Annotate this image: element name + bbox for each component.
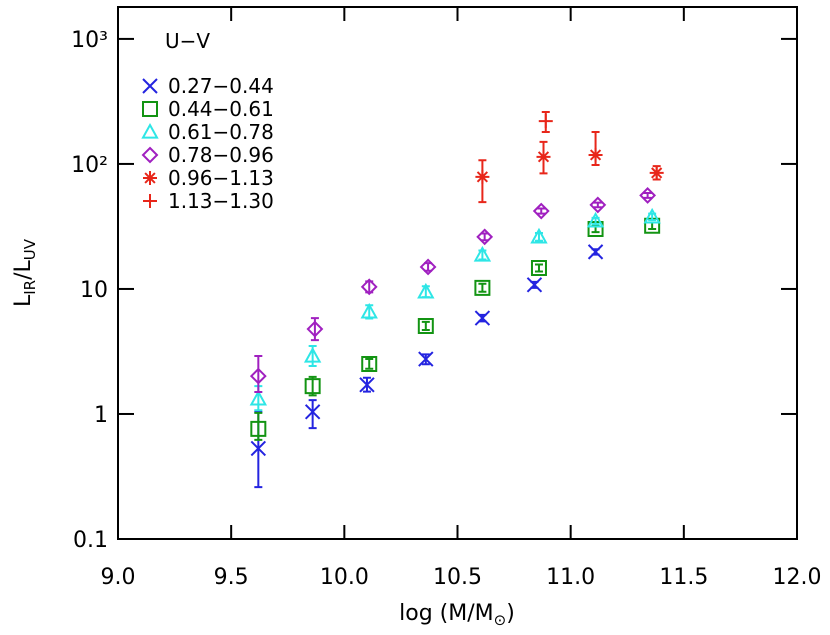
marker bbox=[476, 228, 494, 246]
marker bbox=[250, 420, 267, 437]
error-bar bbox=[480, 232, 489, 242]
error-bar bbox=[537, 207, 546, 215]
marker bbox=[306, 320, 324, 338]
marker bbox=[249, 389, 268, 406]
x-tick-label: 9.0 bbox=[101, 565, 136, 590]
marker bbox=[417, 318, 434, 335]
error-bar bbox=[478, 282, 487, 293]
legend-symbol bbox=[141, 146, 159, 164]
error-bar bbox=[593, 201, 602, 209]
y-axis-label: LIR/LUV bbox=[11, 238, 39, 307]
marker bbox=[250, 440, 267, 457]
marker bbox=[473, 245, 492, 262]
marker bbox=[303, 346, 322, 363]
marker bbox=[588, 147, 603, 162]
marker bbox=[360, 278, 378, 296]
marker bbox=[419, 258, 437, 276]
x-tick-label: 10.5 bbox=[433, 565, 482, 590]
marker bbox=[417, 282, 435, 299]
marker bbox=[418, 351, 434, 367]
marker bbox=[589, 196, 607, 214]
y-tick-label: 10 bbox=[80, 278, 108, 303]
marker bbox=[639, 187, 657, 204]
error-bar bbox=[424, 262, 433, 272]
y-label-sub: IR bbox=[21, 280, 39, 295]
marker bbox=[538, 114, 553, 129]
marker bbox=[474, 310, 491, 326]
marker bbox=[475, 169, 490, 184]
error-bar bbox=[365, 358, 374, 370]
marker bbox=[304, 404, 321, 420]
y-tick-label: 10³ bbox=[71, 28, 108, 53]
error-bar bbox=[478, 249, 487, 261]
legend-symbol bbox=[143, 194, 157, 208]
marker bbox=[249, 367, 267, 385]
legend-label: 0.44−0.61 bbox=[168, 97, 274, 121]
marker bbox=[587, 244, 604, 260]
marker bbox=[526, 277, 543, 293]
x-tick-label: 10.0 bbox=[320, 565, 369, 590]
x-axis-label: log (M/M⊙) bbox=[399, 601, 515, 629]
marker bbox=[474, 279, 491, 296]
marker bbox=[530, 227, 548, 244]
y-label-part: /L bbox=[11, 259, 36, 279]
legend-label: 1.13−1.30 bbox=[168, 189, 274, 213]
marker bbox=[586, 211, 605, 228]
error-bar bbox=[254, 354, 263, 393]
y-label-part: L bbox=[11, 294, 36, 307]
x-tick-label: 12.0 bbox=[773, 565, 822, 590]
x-tick-label: 9.5 bbox=[214, 565, 249, 590]
marker bbox=[359, 377, 375, 393]
marker bbox=[143, 171, 157, 185]
marker bbox=[643, 207, 661, 224]
x-label-sub: ⊙ bbox=[494, 611, 507, 629]
y-tick-label: 10² bbox=[71, 153, 108, 178]
marker bbox=[361, 356, 378, 373]
marker bbox=[142, 78, 158, 94]
y-label-sub: UV bbox=[21, 238, 39, 260]
marker bbox=[360, 302, 378, 319]
marker bbox=[141, 122, 159, 139]
marker bbox=[649, 165, 664, 180]
marker bbox=[532, 202, 550, 220]
error-bar bbox=[421, 320, 430, 331]
legend-symbol bbox=[141, 122, 159, 139]
error-bar bbox=[534, 263, 543, 273]
legend-label: 0.27−0.44 bbox=[168, 74, 274, 98]
error-bar bbox=[308, 399, 317, 430]
marker bbox=[587, 220, 604, 237]
legend-label: 0.96−1.13 bbox=[168, 166, 274, 190]
legend-label: 0.78−0.96 bbox=[168, 143, 274, 167]
marker bbox=[142, 101, 158, 117]
marker bbox=[304, 378, 321, 395]
marker bbox=[141, 146, 159, 164]
marker bbox=[530, 260, 547, 277]
legend-title: U−V bbox=[165, 29, 210, 53]
error-bar bbox=[643, 192, 652, 199]
marker bbox=[644, 217, 661, 234]
x-label-part: log (M/M bbox=[399, 601, 494, 626]
legend-symbol bbox=[142, 101, 158, 117]
x-label-part: ) bbox=[506, 601, 515, 626]
y-tick-label: 1 bbox=[94, 403, 108, 428]
x-tick-label: 11.5 bbox=[659, 565, 708, 590]
y-tick-label: 0.1 bbox=[73, 528, 108, 553]
legend-symbol bbox=[142, 78, 158, 94]
marker bbox=[536, 149, 551, 164]
x-tick-label: 11.0 bbox=[546, 565, 595, 590]
legend-label: 0.61−0.78 bbox=[168, 120, 274, 144]
marker bbox=[143, 194, 157, 208]
legend-symbol bbox=[143, 171, 157, 185]
